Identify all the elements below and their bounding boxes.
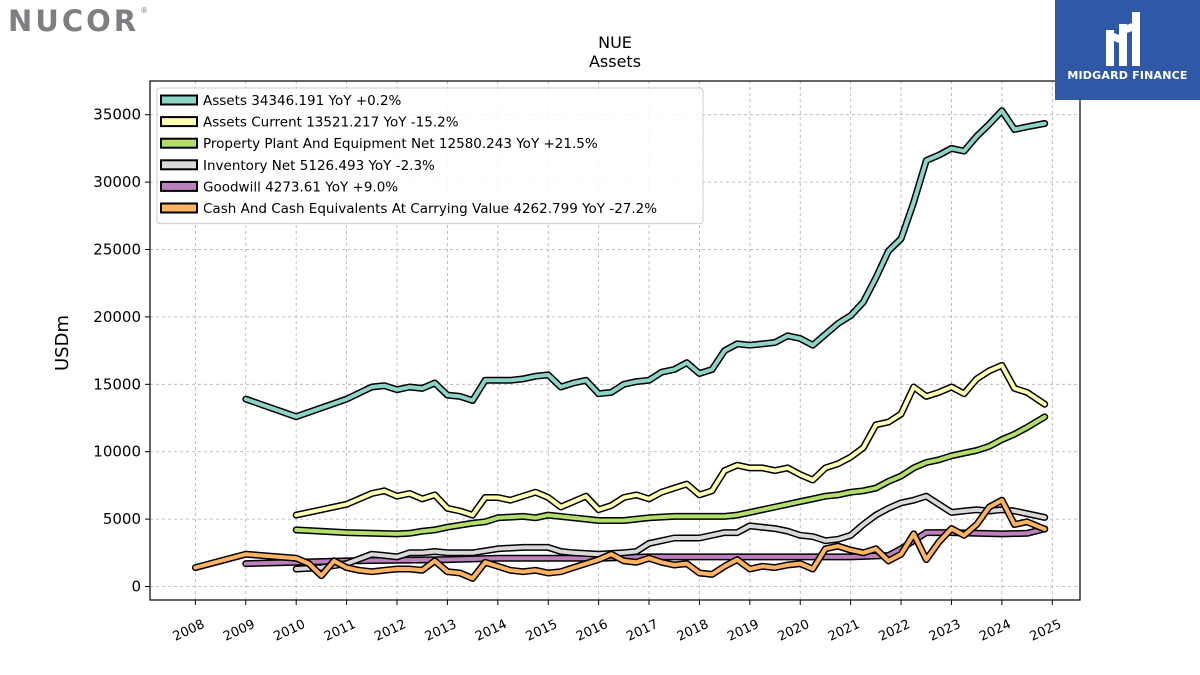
legend-swatch-assets xyxy=(160,94,198,106)
x-tick-label: 2021 xyxy=(826,617,862,645)
nucor-logo-text: NUCOR xyxy=(8,4,140,38)
legend-swatch-cash-and-cash-equivalents-at-carrying-value xyxy=(160,202,198,214)
x-tick-label: 2019 xyxy=(725,617,761,645)
x-tick-label: 2014 xyxy=(473,617,509,645)
series-line-cash-and-cash-equivalents-at-carrying-value xyxy=(193,498,1047,581)
chart-title: NUE xyxy=(598,33,632,52)
y-tick-label: 15000 xyxy=(93,375,141,393)
y-axis: 0 5000 10000 15000 20000 25000 30000 35000 xyxy=(93,106,150,596)
x-tick-label: 2010 xyxy=(272,617,308,645)
y-tick-label: 20000 xyxy=(93,308,141,326)
x-tick-label: 2009 xyxy=(221,617,257,645)
legend-entry-cash-and-cash-equivalents-at-carrying-value: Cash And Cash Equivalents At Carrying Va… xyxy=(203,201,657,217)
legend-swatch-property-plant-and-equipment-net xyxy=(160,137,198,149)
x-tick-label: 2018 xyxy=(675,617,711,645)
series-line-inventory-net xyxy=(294,494,1047,571)
y-tick-label: 5000 xyxy=(103,510,141,528)
x-tick-label: 2020 xyxy=(776,617,812,645)
y-tick-label: 30000 xyxy=(93,173,141,191)
legend-entry-goodwill: Goodwill 4273.61 YoY +9.0% xyxy=(203,179,398,195)
midgard-finance-logo: MIDGARD FINANCE xyxy=(1055,0,1200,100)
series-line-assets-current xyxy=(294,363,1047,518)
chart-series xyxy=(191,107,1049,582)
legend-box xyxy=(156,87,704,225)
registered-mark: ® xyxy=(140,6,149,15)
x-tick-label: 2015 xyxy=(524,617,560,645)
legend-entry-inventory-net: Inventory Net 5126.493 YoY -2.3% xyxy=(203,158,435,174)
y-tick-label: 35000 xyxy=(93,106,141,124)
series-line-property-plant-and-equipment-net xyxy=(294,414,1047,536)
legend-swatch-assets-current xyxy=(160,116,198,128)
x-tick-label: 2011 xyxy=(322,617,358,645)
x-axis: 2008 2009 2010 2011 2012 2013 2014 2015 2016 2017… xyxy=(171,600,1064,645)
chart-subtitle: Assets xyxy=(589,52,641,71)
plot-frame xyxy=(149,80,1081,601)
x-tick-label: 2025 xyxy=(1028,617,1064,645)
x-tick-label: 2008 xyxy=(171,617,207,645)
legend-swatch-inventory-net xyxy=(160,159,198,171)
midgard-logo-text: MIDGARD FINANCE xyxy=(1067,69,1188,82)
x-tick-label: 2022 xyxy=(876,617,912,645)
x-tick-label: 2012 xyxy=(372,617,408,645)
x-tick-label: 2013 xyxy=(423,617,459,645)
series-line-assets xyxy=(243,108,1047,419)
legend-entry-property-plant-and-equipment-net: Property Plant And Equipment Net 12580.2… xyxy=(203,136,598,152)
y-tick-label: 10000 xyxy=(93,443,141,461)
y-tick-label: 0 xyxy=(131,578,141,596)
x-tick-label: 2017 xyxy=(624,617,660,645)
x-tick-label: 2016 xyxy=(574,617,610,645)
midgard-emblem-icon xyxy=(1106,12,1140,66)
legend-swatch-goodwill xyxy=(160,180,198,192)
nucor-logo: NUCOR® xyxy=(8,4,148,38)
y-axis-label: USDm xyxy=(52,315,73,371)
legend-entry-assets-current: Assets Current 13521.217 YoY -15.2% xyxy=(203,115,459,131)
chart-legend: Assets 34346.191 YoY +0.2% Assets Current… xyxy=(156,87,704,225)
x-tick-label: 2024 xyxy=(977,617,1013,645)
legend-entry-assets: Assets 34346.191 YoY +0.2% xyxy=(203,93,402,109)
x-tick-label: 2023 xyxy=(927,617,963,645)
y-tick-label: 25000 xyxy=(93,241,141,259)
